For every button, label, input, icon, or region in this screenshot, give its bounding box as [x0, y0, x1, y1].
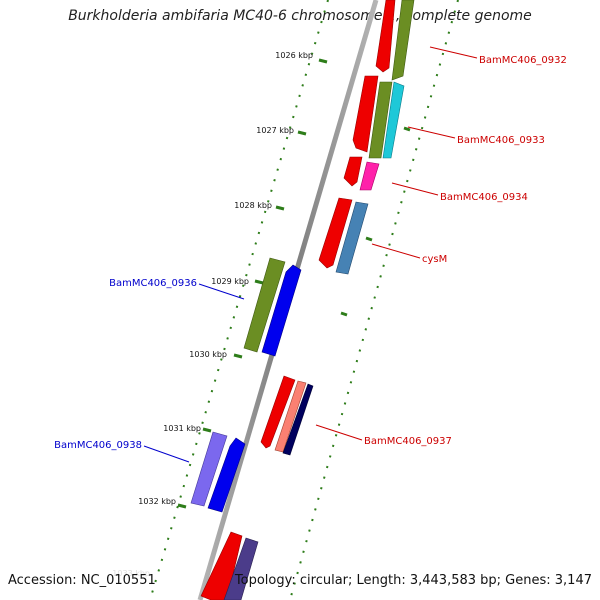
gene-bar	[190, 431, 228, 507]
tick-label-1026: 1026 kbp	[275, 51, 313, 60]
tick-mark	[275, 205, 285, 211]
gene-label-cysm: cysM	[422, 254, 447, 265]
tick-label-1028: 1028 kbp	[234, 201, 272, 210]
gene-bar	[223, 537, 259, 600]
tick-mark	[177, 503, 187, 509]
leader-line	[315, 424, 363, 441]
tick-marks	[177, 58, 411, 509]
gene-bar	[207, 437, 246, 513]
gene-bar	[318, 197, 353, 269]
leader-line	[143, 445, 190, 463]
leader-line	[407, 126, 456, 139]
gene-bar	[260, 375, 296, 449]
gene-bar	[274, 380, 307, 453]
gene-bar	[382, 81, 405, 159]
gene-label-bammc406-0937: BamMC406_0937	[364, 436, 452, 447]
tick-label-1033: 1033 kbp	[112, 569, 150, 578]
gene-bar	[359, 161, 380, 191]
gene-bar	[335, 201, 369, 275]
tick-mark	[297, 130, 307, 136]
inner-scale-track	[149, 0, 329, 600]
gene-bar	[391, 0, 415, 81]
tick-label-1031: 1031 kbp	[163, 424, 201, 433]
genes-reverse	[190, 257, 302, 513]
gene-bar	[368, 81, 393, 159]
gene-bar	[352, 75, 379, 153]
gene-label-bammc406-0932: BamMC406_0932	[479, 55, 567, 66]
tick-mark	[202, 427, 212, 433]
gene-bar	[282, 383, 314, 456]
leader-line	[198, 283, 245, 300]
outer-tick-mark	[340, 311, 348, 317]
accession-text: Accession: NC_010551	[8, 573, 156, 588]
topology-text: Topology: circular; Length: 3,443,583 bp…	[234, 573, 592, 588]
tick-mark	[254, 279, 264, 285]
gene-bar	[261, 264, 302, 357]
tick-label-1029: 1029 kbp	[211, 277, 249, 286]
tick-label-1027: 1027 kbp	[256, 126, 294, 135]
gene-label-bammc406-0938: BamMC406_0938	[54, 440, 142, 451]
genes-forward	[200, 0, 415, 600]
gene-bar	[200, 531, 243, 600]
gene-label-bammc406-0934: BamMC406_0934	[440, 192, 528, 203]
gene-bar	[375, 0, 396, 73]
tick-label-1030: 1030 kbp	[189, 350, 227, 359]
outer-tick-mark	[365, 236, 373, 242]
leader-line	[429, 46, 478, 59]
map-title: Burkholderia ambifaria MC40-6 chromosome…	[68, 8, 532, 24]
outer-tick-mark	[403, 126, 411, 132]
tick-label-1032: 1032 kbp	[138, 497, 176, 506]
tick-mark	[318, 58, 328, 64]
gene-label-bammc406-0936: BamMC406_0936	[109, 278, 197, 289]
leader-line	[371, 243, 421, 259]
gene-bar	[243, 257, 286, 353]
gene-bar	[343, 156, 363, 187]
leader-line	[391, 182, 439, 196]
tick-mark	[233, 353, 243, 359]
gene-label-bammc406-0933: BamMC406_0933	[457, 135, 545, 146]
